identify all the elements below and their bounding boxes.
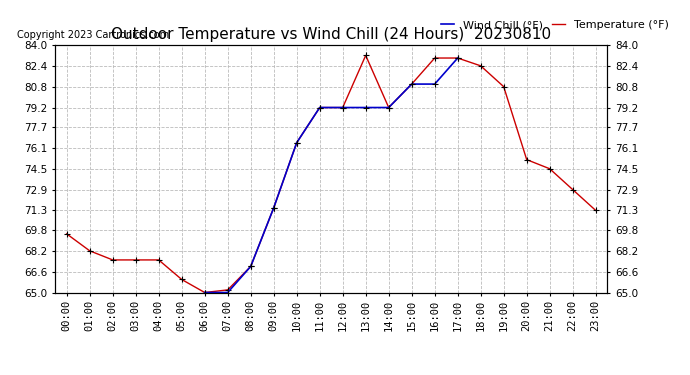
Title: Outdoor Temperature vs Wind Chill (24 Hours)  20230810: Outdoor Temperature vs Wind Chill (24 Ho… [111,27,551,42]
Legend: Wind Chill (°F), Temperature (°F): Wind Chill (°F), Temperature (°F) [436,16,673,35]
Text: Copyright 2023 Cartronics.com: Copyright 2023 Cartronics.com [17,30,168,40]
